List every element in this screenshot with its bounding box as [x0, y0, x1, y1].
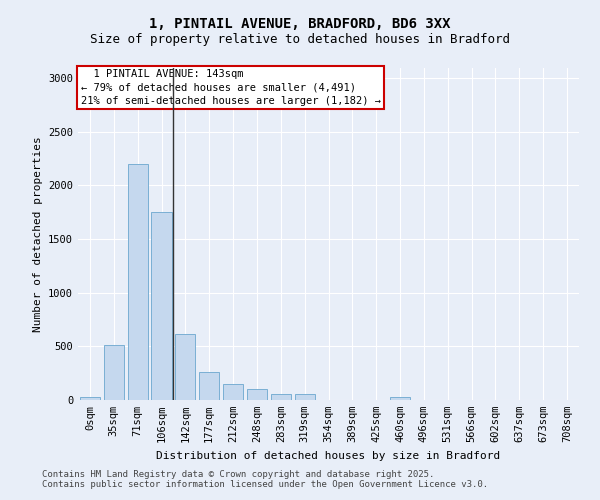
Bar [223, 384, 243, 400]
X-axis label: Distribution of detached houses by size in Bradford: Distribution of detached houses by size … [157, 450, 500, 460]
Bar [295, 394, 315, 400]
Text: Size of property relative to detached houses in Bradford: Size of property relative to detached ho… [90, 32, 510, 46]
Bar [247, 390, 267, 400]
Bar [175, 334, 196, 400]
Text: 1, PINTAIL AVENUE, BRADFORD, BD6 3XX: 1, PINTAIL AVENUE, BRADFORD, BD6 3XX [149, 18, 451, 32]
Bar [271, 394, 291, 400]
Text: 1 PINTAIL AVENUE: 143sqm
← 79% of detached houses are smaller (4,491)
21% of sem: 1 PINTAIL AVENUE: 143sqm ← 79% of detach… [80, 69, 380, 106]
Bar [151, 212, 172, 400]
Bar [128, 164, 148, 400]
Bar [104, 346, 124, 400]
Bar [80, 397, 100, 400]
Bar [199, 372, 220, 400]
Y-axis label: Number of detached properties: Number of detached properties [32, 136, 43, 332]
Bar [390, 397, 410, 400]
Text: Contains HM Land Registry data © Crown copyright and database right 2025.
Contai: Contains HM Land Registry data © Crown c… [42, 470, 488, 489]
